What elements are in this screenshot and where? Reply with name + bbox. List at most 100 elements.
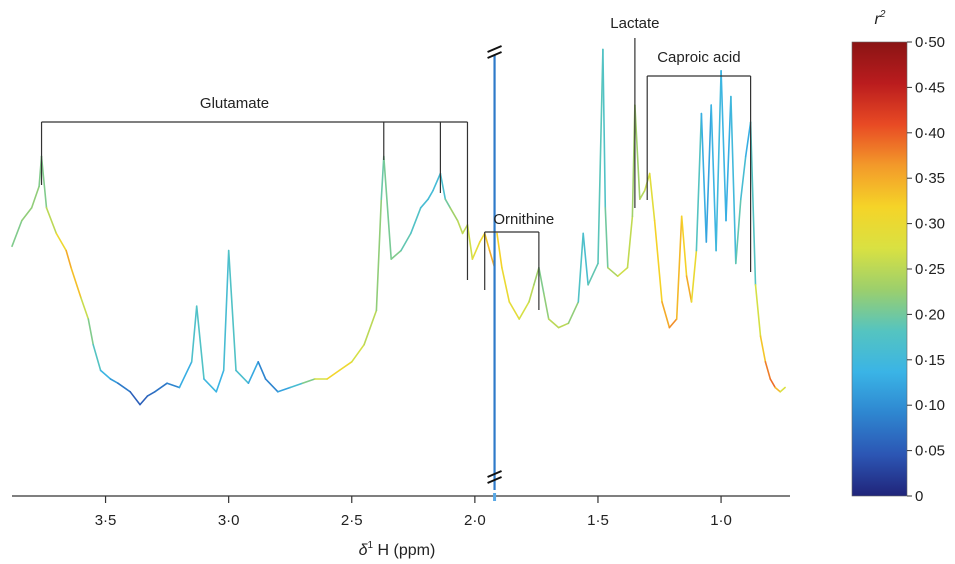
spectrum-segment — [597, 48, 604, 265]
spectrum-segment — [55, 232, 67, 252]
spectrum-segment — [129, 390, 141, 406]
spectrum-segment — [419, 198, 429, 209]
spectrum-segment — [518, 301, 530, 320]
spectrum-segment — [289, 382, 304, 389]
spectrum-segment — [222, 249, 230, 372]
colorbar-tick-label: 0·50 — [915, 34, 945, 51]
spectrum-segment — [65, 249, 72, 269]
x-axis-title-sup: 1 — [368, 540, 374, 551]
spectrum-segment — [227, 249, 237, 372]
spectrum-segment — [471, 241, 481, 260]
spectrum-segment — [547, 318, 560, 329]
break-mark — [487, 476, 502, 484]
spectrum-segment — [774, 386, 782, 393]
spectrum-segment — [350, 343, 365, 363]
spectrum-segment — [87, 318, 94, 346]
x-tick-label: 1·0 — [710, 512, 732, 529]
annotation-label: Lactate — [610, 15, 659, 32]
spectrum-segment — [139, 395, 149, 406]
spectrum-segment — [739, 155, 747, 200]
spectrum-segment — [439, 172, 447, 200]
spectrum-segment — [501, 266, 511, 303]
spectrum-segment — [483, 232, 491, 252]
colorbar-tick-label: 0 — [915, 488, 923, 505]
spectrum-segment — [557, 322, 570, 329]
colorbar-title: r2 — [875, 9, 886, 28]
colorbar-tick-label: 0·25 — [915, 261, 945, 278]
x-tick-label: 3·0 — [218, 512, 240, 529]
spectrum-segment — [449, 207, 459, 222]
spectrum-segment — [602, 48, 607, 209]
x-tick-label: 1·5 — [587, 512, 609, 529]
spectrum-segment — [538, 266, 545, 295]
x-axis-title: δ1 H (ppm) — [359, 540, 436, 559]
spectrum-segment — [375, 198, 383, 312]
annotation-glutamate: Glutamate — [40, 95, 469, 280]
spectrum-segment — [30, 185, 40, 209]
spectrum-segment — [166, 382, 181, 389]
spectrum-segment — [744, 121, 752, 158]
spectrum-segment — [533, 266, 540, 286]
spectrum-segment — [70, 266, 82, 299]
annotation-label: Ornithine — [493, 211, 554, 228]
spectrum-segment — [109, 378, 119, 385]
spectrum-segment — [779, 386, 786, 393]
spectrum-segment — [277, 386, 292, 393]
spectrum-segment — [754, 283, 762, 338]
x-tick-label: 3·5 — [95, 512, 117, 529]
spectrum-segment — [675, 215, 683, 320]
colorbar-tick-label: 0·05 — [915, 443, 945, 460]
spectrum-segment — [390, 249, 402, 260]
colorbar-tick-label: 0·30 — [915, 216, 945, 233]
spectrum-segment — [456, 219, 464, 235]
plot-area — [11, 45, 786, 490]
spectrum-segment — [705, 104, 713, 243]
spectrum-segment — [380, 155, 385, 200]
spectrum-segment — [190, 305, 198, 363]
spectrum-segment — [577, 232, 585, 303]
colorbar-tick-label: 0·15 — [915, 352, 945, 369]
spectrum-segment — [567, 301, 580, 325]
annotation-caproic-acid: Caproic acid — [646, 49, 752, 272]
spectrum-segment — [668, 318, 678, 329]
spectrum-segment — [478, 232, 486, 243]
spectrum-segment — [700, 112, 708, 243]
spectrum-segment — [257, 360, 267, 380]
colorbar: 0 0·05 0·10 0·15 0·20 0·25 0·30 0·35 0·40 0·45 0·5… — [851, 34, 945, 505]
spectrum-segment — [11, 219, 23, 248]
spectrum-segment — [759, 335, 767, 363]
spectrum-segment — [730, 95, 737, 265]
axis-break-gap — [493, 493, 497, 501]
colorbar-tick-label: 0·45 — [915, 79, 945, 96]
spectrum-segment — [215, 369, 225, 393]
spectrum-segment — [466, 224, 474, 260]
spectrum-segment — [117, 382, 131, 393]
spectrum-segment — [542, 292, 550, 320]
colorbar-tick-label: 0·10 — [915, 397, 945, 414]
spectrum-segment — [444, 198, 452, 209]
spectrum-segment — [178, 360, 193, 389]
break-mark — [487, 45, 502, 53]
spectrum-segment — [264, 378, 279, 393]
x-axis: 3·5 3·0 2·5 2·0 1·5 1·0 — [12, 493, 790, 529]
spectrum-segment — [582, 232, 589, 286]
spectrum-segment — [715, 70, 722, 252]
spectrum-segment — [338, 360, 353, 372]
spectrum-segment — [326, 369, 341, 380]
spectrum-segment — [634, 104, 641, 200]
colorbar-tick-label: 0·20 — [915, 306, 945, 323]
colorbar-gradient — [851, 41, 908, 497]
x-axis-title-symbol: δ — [359, 542, 369, 559]
spectrum-segment — [427, 189, 434, 200]
spectrum-segment — [363, 309, 378, 346]
spectrum-segment — [45, 207, 58, 235]
spectrum-segment — [769, 378, 777, 389]
spectrum-segment — [680, 215, 688, 278]
spectrum-segment — [528, 283, 535, 303]
spectrum-segment — [247, 360, 260, 385]
colorbar-title-sup: 2 — [879, 9, 886, 20]
spectrum-trace — [11, 48, 786, 406]
x-tick-label: 2·0 — [464, 512, 486, 529]
spectrum-segment — [195, 305, 205, 380]
